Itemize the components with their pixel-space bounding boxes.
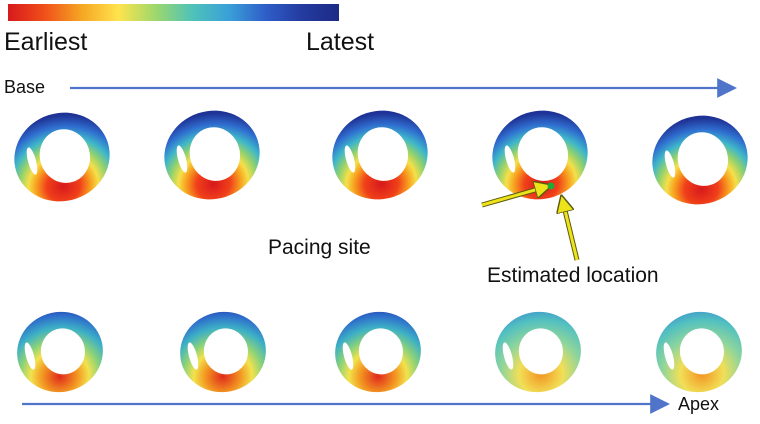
rv-insertion-gap [176, 145, 188, 173]
rv-insertion-gap [26, 147, 38, 175]
slice-bottom-5 [656, 311, 742, 393]
rv-insertion-gap [502, 342, 514, 370]
slice-bottom-2 [180, 311, 266, 393]
rv-insertion-gap [342, 342, 354, 370]
rv-insertion-gap [24, 342, 36, 370]
pacing-site-label: Pacing site [268, 236, 371, 259]
slice-bottom-3 [335, 311, 421, 393]
rv-insertion-gap [344, 145, 356, 173]
slice-top-2 [164, 110, 260, 200]
estimated-location-label: Estimated location [487, 264, 659, 287]
base-label: Base [4, 77, 46, 97]
slice-top-5 [652, 115, 748, 205]
slice-grid [14, 110, 748, 393]
rv-insertion-gap [504, 145, 516, 173]
slice-bottom-1 [17, 311, 103, 393]
slice-bottom-4 [495, 311, 581, 393]
rv-insertion-gap [664, 150, 676, 178]
colorbar-min-label: Earliest [4, 28, 88, 56]
colorbar-max-label: Latest [306, 28, 375, 56]
apex-label: Apex [678, 394, 720, 414]
slice-top-3 [332, 110, 428, 200]
pacing-pointer [481, 186, 549, 208]
pacing-site-marker [547, 182, 555, 190]
colorbar [8, 4, 339, 21]
estimated-pointer [562, 198, 580, 261]
slice-top-1 [14, 112, 110, 202]
rv-insertion-gap [187, 342, 199, 370]
slice-top-4 [492, 110, 588, 200]
rv-insertion-gap [663, 342, 675, 370]
